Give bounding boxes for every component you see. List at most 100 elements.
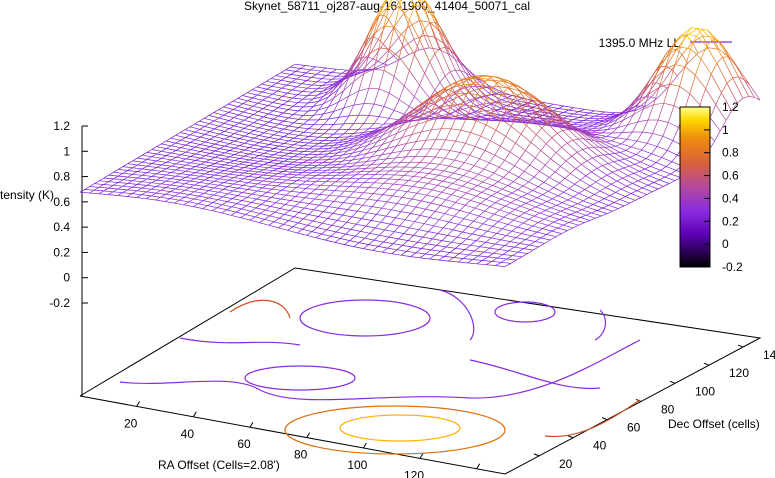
mesh-line [553, 221, 564, 226]
mesh-line [575, 168, 587, 177]
mesh-line [674, 46, 681, 65]
mesh-line [677, 63, 688, 77]
mesh-line [347, 146, 354, 152]
mesh-line [264, 152, 275, 156]
mesh-line [356, 168, 367, 170]
mesh-line [363, 115, 370, 124]
mesh-line [618, 110, 625, 116]
mesh-line [584, 185, 591, 190]
mesh-line [227, 193, 238, 196]
mesh-line [447, 83, 454, 87]
mesh-line [520, 202, 527, 207]
mesh-line [283, 112, 294, 115]
mesh-line [541, 127, 552, 139]
mesh-line [113, 184, 123, 187]
mesh-line [267, 184, 278, 187]
mesh-line [468, 165, 475, 172]
mesh-line [629, 163, 636, 167]
mesh-line [606, 171, 613, 176]
mesh-line [581, 209, 592, 214]
mesh-line [617, 167, 624, 171]
mesh-line [313, 148, 319, 153]
mesh-line [362, 204, 373, 207]
mesh-line [395, 151, 402, 159]
mesh-line [332, 207, 339, 214]
mesh-line [171, 152, 181, 156]
mesh-line [259, 219, 265, 223]
mesh-line [473, 75, 479, 78]
mesh-line [108, 178, 114, 183]
mesh-line [640, 194, 647, 198]
mesh-line [630, 156, 641, 163]
mesh-line [273, 131, 279, 136]
colorbar-tick-label: 1 [722, 123, 729, 137]
mesh-line [530, 134, 537, 143]
mesh-line [491, 237, 501, 241]
mesh-line [591, 131, 603, 134]
mesh-line [232, 98, 238, 102]
mesh-line [469, 146, 476, 156]
mesh-line [489, 202, 496, 207]
mesh-line [502, 79, 514, 86]
mesh-line [219, 178, 229, 181]
mesh-line [676, 49, 683, 55]
mesh-line [551, 137, 562, 148]
mesh-line [224, 158, 235, 161]
mesh-line [223, 114, 234, 119]
mesh-line [572, 122, 579, 125]
mesh-line [598, 154, 604, 157]
mesh-line [232, 190, 243, 193]
mesh-line [413, 35, 425, 40]
mesh-line [583, 114, 595, 117]
mesh-line [591, 168, 598, 173]
mesh-line [199, 120, 210, 125]
mesh-line [417, 103, 424, 112]
mesh-line [204, 165, 211, 169]
mesh-line [174, 195, 185, 198]
chart-title: Skynet_58711_oj287-aug-16-1900_41404_500… [244, 0, 530, 13]
mesh-line [339, 195, 349, 198]
mesh-line [238, 181, 249, 183]
mesh-line [318, 145, 324, 150]
mesh-line [376, 144, 383, 152]
mesh-line [313, 129, 319, 134]
mesh-line [632, 180, 639, 184]
mesh-line [322, 82, 328, 86]
mesh-line [209, 174, 215, 178]
mesh-line [565, 123, 572, 128]
mesh-line [291, 86, 298, 91]
mesh-line [281, 182, 292, 184]
mesh-line [419, 84, 430, 99]
mesh-line [440, 205, 451, 209]
mesh-line [500, 239, 511, 242]
mesh-line [421, 243, 428, 249]
mesh-line [460, 104, 466, 109]
mesh-line [243, 125, 250, 129]
mesh-line [604, 147, 615, 154]
mesh-line [332, 213, 343, 216]
mesh-line [209, 165, 220, 168]
mesh-line [512, 84, 519, 87]
mesh-line [393, 76, 405, 87]
mesh-line [380, 221, 391, 225]
x-tick-label: 100 [347, 458, 367, 472]
mesh-line [151, 169, 162, 172]
mesh-line [597, 122, 604, 127]
mesh-line [254, 213, 261, 218]
mesh-line [406, 250, 417, 254]
mesh-line [227, 198, 233, 202]
mesh-line [455, 197, 462, 203]
mesh-line [508, 250, 519, 253]
mesh-line [492, 225, 503, 230]
mesh-line [602, 207, 613, 212]
colorbar-tick-label: 0.6 [722, 169, 739, 183]
mesh-line [249, 137, 255, 142]
mesh-line [180, 139, 191, 143]
mesh-line [554, 166, 561, 173]
mesh-line [508, 87, 515, 96]
mesh-line [224, 128, 230, 132]
mesh-line [312, 159, 319, 164]
mesh-line [251, 86, 257, 91]
mesh-line [459, 204, 466, 211]
mesh-line [122, 166, 133, 169]
